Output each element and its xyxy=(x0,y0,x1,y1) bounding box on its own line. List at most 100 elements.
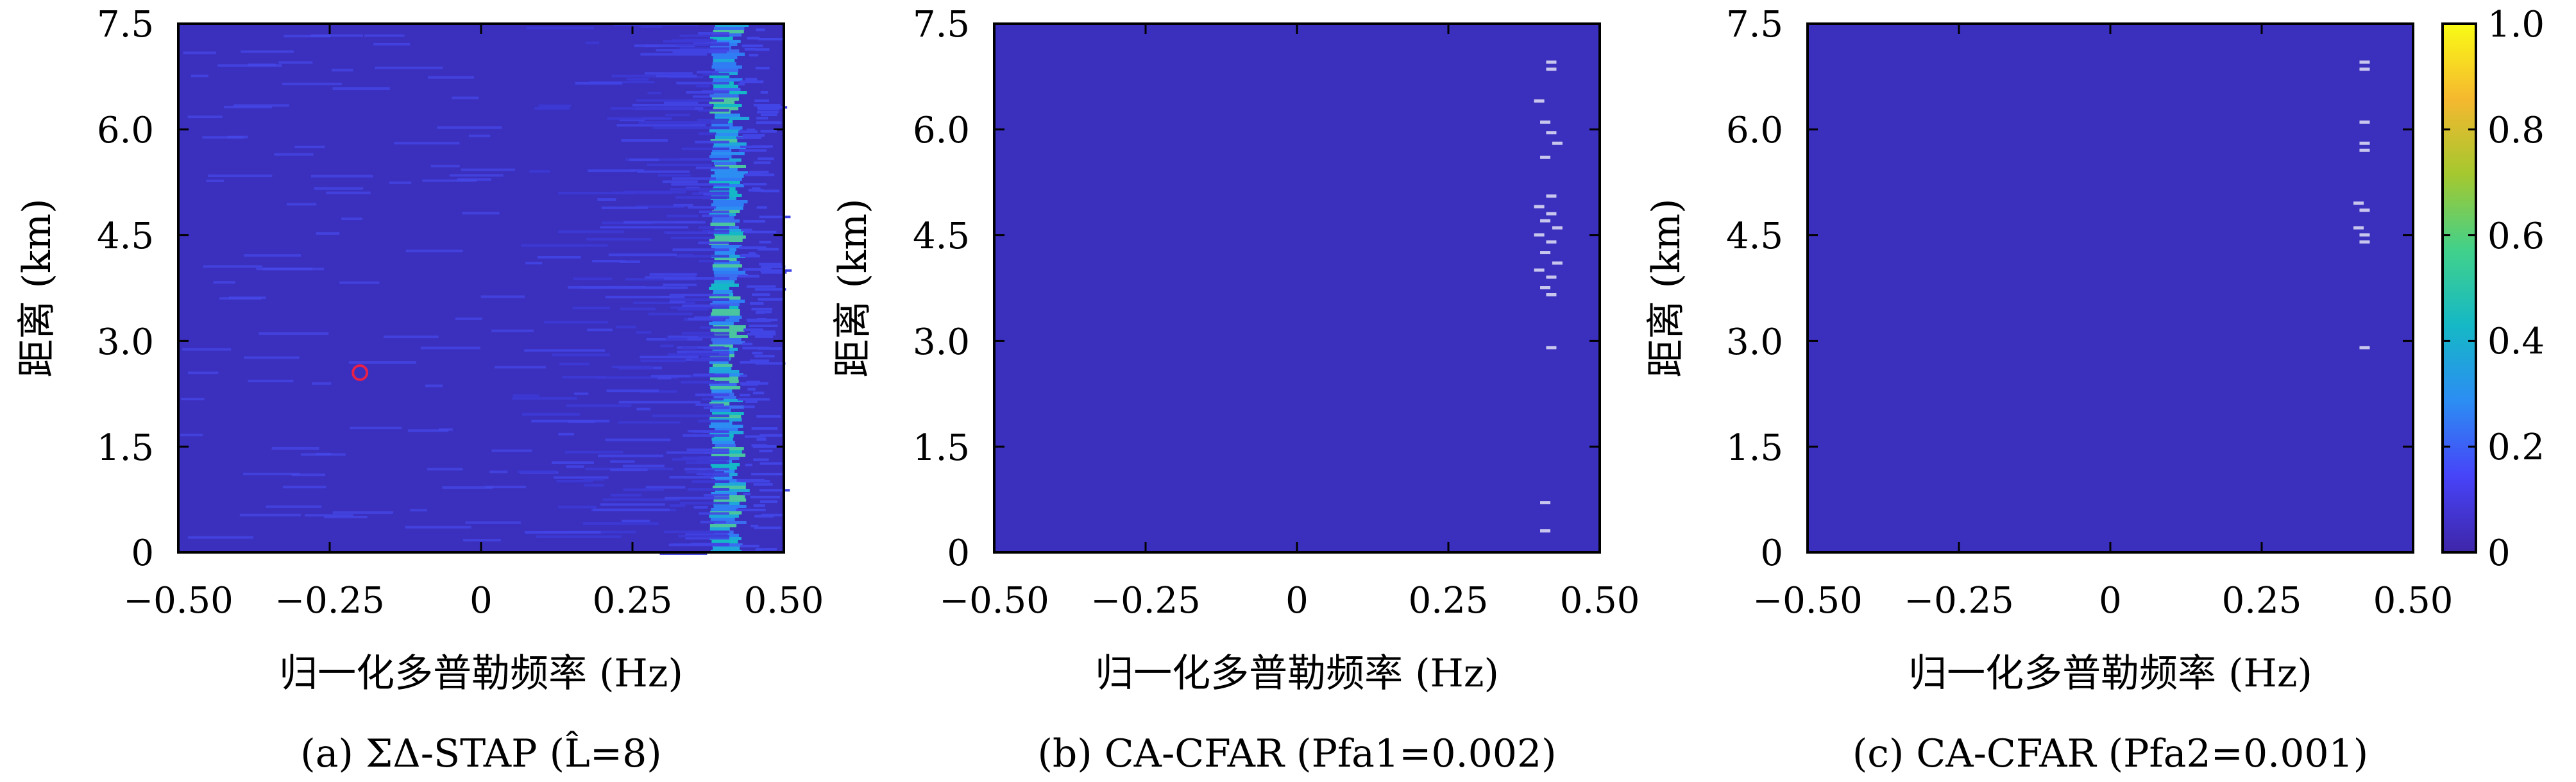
clutter-streak xyxy=(749,359,770,362)
clutter-streak xyxy=(740,545,759,548)
panel-c-x-tick-2: 0 xyxy=(2099,580,2122,622)
panel-b-y-tick-3: 4.5 xyxy=(913,216,970,257)
colorbar-frame xyxy=(2441,22,2477,554)
clutter-streak xyxy=(671,183,730,186)
clutter-streak xyxy=(672,51,727,54)
detection-mark xyxy=(1540,155,1551,159)
clutter-streak xyxy=(278,61,313,64)
panel-a-clutter-texture xyxy=(180,24,792,555)
colorbar-tick-0: 0 xyxy=(2487,532,2511,574)
clutter-streak xyxy=(310,174,373,178)
clutter-streak xyxy=(271,446,319,450)
clutter-streak xyxy=(746,285,776,288)
detection-mark xyxy=(1552,261,1563,265)
ridge-cell xyxy=(709,344,733,348)
clutter-streak xyxy=(699,210,730,214)
clutter-streak xyxy=(202,136,244,139)
clutter-streak xyxy=(649,273,697,276)
clutter-streak xyxy=(756,206,767,209)
clutter-streak xyxy=(364,34,405,37)
clutter-streak xyxy=(750,495,780,498)
ridge-cell xyxy=(709,377,739,380)
clutter-streak xyxy=(758,298,783,301)
clutter-streak xyxy=(638,121,729,124)
clutter-streak xyxy=(666,214,699,217)
clutter-streak xyxy=(761,271,787,274)
colorbar-tick-2: 0.4 xyxy=(2487,321,2545,362)
panel-a-frame xyxy=(177,22,785,554)
clutter-streak xyxy=(332,511,393,514)
clutter-streak xyxy=(758,347,782,350)
clutter-streak xyxy=(736,136,762,139)
clutter-streak xyxy=(622,520,650,523)
clutter-streak xyxy=(749,171,769,174)
detection-mark xyxy=(2359,141,2370,145)
ridge-cell xyxy=(711,399,743,402)
clutter-streak xyxy=(650,375,691,378)
clutter-streak xyxy=(227,135,248,139)
colorbar-tick-3: 0.6 xyxy=(2487,216,2545,257)
clutter-streak xyxy=(742,346,770,350)
clutter-streak xyxy=(606,389,659,393)
detection-mark xyxy=(2353,226,2364,230)
detection-mark xyxy=(2359,233,2370,237)
ridge-cell xyxy=(713,56,738,59)
clutter-streak xyxy=(480,295,525,298)
clutter-streak xyxy=(656,49,730,52)
clutter-streak xyxy=(756,310,772,314)
ridge-cell xyxy=(709,370,740,373)
clutter-streak xyxy=(600,503,665,506)
panel-a-y-tick-1: 1.5 xyxy=(97,427,154,469)
clutter-streak xyxy=(755,548,777,551)
clutter-streak xyxy=(756,121,782,124)
clutter-streak xyxy=(622,464,665,468)
panel-b-x-tick-0: −0.50 xyxy=(939,580,1049,622)
clutter-streak xyxy=(558,230,625,234)
clutter-streak xyxy=(700,357,730,360)
ridge-cell xyxy=(712,441,735,444)
detection-mark xyxy=(1540,120,1551,124)
detection-mark xyxy=(2359,208,2370,212)
clutter-streak xyxy=(616,124,706,127)
clutter-streak xyxy=(748,189,756,192)
detection-mark xyxy=(2359,346,2370,350)
clutter-streak xyxy=(702,72,730,76)
clutter-streak xyxy=(339,281,380,284)
clutter-streak xyxy=(758,37,784,40)
panel-a-x-label: 归一化多普勒频率 (Hz) xyxy=(279,651,683,696)
panel-c-background xyxy=(1808,24,2413,552)
clutter-streak xyxy=(754,526,781,529)
ridge-cell xyxy=(713,88,741,91)
clutter-streak xyxy=(244,356,300,359)
clutter-streak xyxy=(742,134,765,137)
ridge-cell xyxy=(715,482,747,486)
clutter-streak xyxy=(648,312,693,316)
clutter-streak xyxy=(350,427,402,430)
clutter-streak xyxy=(634,44,695,47)
clutter-streak xyxy=(531,420,610,423)
clutter-streak xyxy=(574,392,589,395)
clutter-streak xyxy=(659,296,685,299)
clutter-streak xyxy=(751,473,783,476)
clutter-streak xyxy=(556,479,593,482)
detection-mark xyxy=(2359,60,2370,64)
ridge-cell xyxy=(714,251,735,255)
clutter-streak xyxy=(518,470,557,473)
panel-b-y-tick-1: 1.5 xyxy=(913,427,970,469)
ridge-cell xyxy=(710,518,735,521)
panel-c-y-label: 距离 (km) xyxy=(1644,198,1689,377)
clutter-streak xyxy=(756,110,779,114)
clutter-streak xyxy=(526,26,594,30)
ridge-cell xyxy=(712,300,745,303)
clutter-streak xyxy=(669,300,686,303)
clutter-streak xyxy=(583,478,605,481)
clutter-streak xyxy=(188,371,219,375)
panel-b-x-label: 归一化多普勒频率 (Hz) xyxy=(1095,651,1499,696)
clutter-streak xyxy=(623,221,698,224)
clutter-streak xyxy=(427,468,463,471)
ridge-cell xyxy=(714,521,747,524)
ridge-cell xyxy=(715,136,744,139)
clutter-streak xyxy=(248,63,276,66)
clutter-streak xyxy=(686,461,730,464)
clutter-streak xyxy=(670,236,713,239)
